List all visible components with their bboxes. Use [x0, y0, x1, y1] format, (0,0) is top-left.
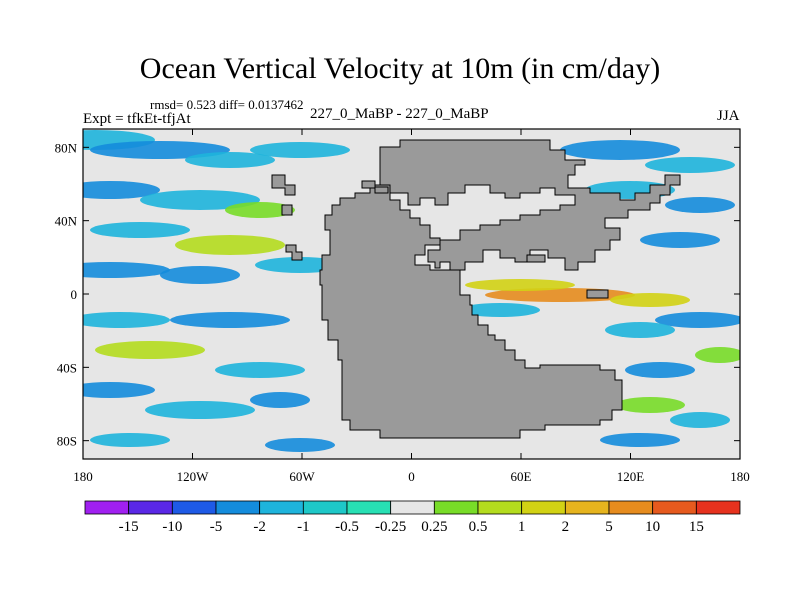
- colorbar-level-label: 2: [562, 519, 570, 535]
- experiment-label: Expt = tfkEt-tfjAt: [83, 111, 191, 127]
- anomaly-patch: [170, 312, 290, 328]
- anomaly-patch: [460, 303, 540, 317]
- y-axis: 80N 40N 0 40S 80S: [55, 140, 740, 449]
- colorbar-swatch: [608, 500, 654, 515]
- island-west-3: [285, 244, 303, 261]
- colorbar-level-label: -1: [297, 519, 310, 535]
- supercontinent-landmass: [319, 139, 681, 439]
- anomaly-patch: [185, 152, 275, 168]
- colorbar-level-label: 5: [605, 519, 613, 535]
- y-tick-label: 80N: [55, 140, 78, 155]
- colorbar-swatch: [521, 500, 566, 515]
- anomaly-field: [83, 130, 740, 452]
- anomaly-patch: [670, 412, 730, 428]
- colorbar-swatch: [346, 500, 392, 515]
- colorbar-swatch: [477, 500, 523, 515]
- colorbar-level-label: -5: [210, 519, 223, 535]
- colorbar-swatch: [433, 500, 479, 515]
- anomaly-patch: [615, 397, 685, 413]
- colorbar-level-label: 15: [689, 519, 704, 535]
- colorbar-swatch: [564, 500, 610, 515]
- anomaly-patch: [83, 382, 155, 398]
- colorbar-swatch: [128, 500, 173, 515]
- anomaly-patch: [225, 202, 295, 218]
- anomaly-patch: [560, 140, 680, 160]
- anomaly-patch: [625, 362, 695, 378]
- anomaly-patch: [160, 266, 240, 284]
- anomaly-patch: [640, 232, 720, 248]
- anomaly-patch: [90, 433, 170, 447]
- anomaly-patch: [83, 312, 170, 328]
- colorbar-level-label: -10: [162, 519, 182, 535]
- y-tick-label: 40S: [57, 360, 77, 375]
- colorbar-level-label: -15: [119, 519, 139, 535]
- anomaly-patch: [83, 181, 160, 199]
- colorbar-swatch: [652, 500, 697, 515]
- anomaly-patch: [250, 142, 350, 158]
- colorbar-level-label: 10: [645, 519, 660, 535]
- x-tick-label: 180: [730, 469, 750, 484]
- x-tick-label: 120E: [617, 469, 645, 484]
- colorbar-swatch: [215, 500, 261, 515]
- anomaly-patch: [600, 433, 680, 447]
- anomaly-patch: [215, 362, 305, 378]
- anomaly-patch: [695, 347, 740, 363]
- anomaly-patch: [90, 222, 190, 238]
- colorbar-swatch: [302, 500, 348, 515]
- island-equator: [586, 289, 609, 299]
- colorbar-level-label: 0.5: [469, 519, 488, 535]
- island-east: [526, 254, 546, 263]
- colorbar-swatch: [171, 500, 217, 515]
- anomaly-patch: [83, 262, 170, 278]
- anomaly-patch: [175, 235, 285, 255]
- anomaly-patch: [645, 157, 735, 173]
- x-tick-label: 120W: [177, 469, 210, 484]
- x-tick-label: 60W: [289, 469, 315, 484]
- island-north: [361, 180, 389, 194]
- period-label: 227_0_MaBP - 227_0_MaBP: [310, 106, 489, 122]
- anomaly-patch: [95, 341, 205, 359]
- anomaly-patch: [610, 293, 690, 307]
- colorbar-swatch: [259, 500, 304, 515]
- anomaly-patch: [655, 312, 740, 328]
- anomaly-patch: [90, 141, 230, 159]
- anomaly-patch: [665, 197, 735, 213]
- y-tick-label: 0: [71, 287, 78, 302]
- island-west-2: [281, 204, 293, 216]
- anomaly-patch: [140, 190, 260, 210]
- chart-title: Ocean Vertical Velocity at 10m (in cm/da…: [139, 52, 661, 85]
- y-tick-label: 40N: [55, 214, 78, 229]
- colorbar-level-label: -0.25: [375, 519, 406, 535]
- colorbar: -15 -10 -5 -2 -1 -0.5 -0.25 0.25 0.5 1 2 5 10 15: [84, 500, 741, 535]
- colorbar-swatch: [390, 500, 435, 515]
- colorbar-level-label: 1: [518, 519, 526, 535]
- colorbar-level-label: 0.25: [421, 519, 447, 535]
- land-mask: [271, 139, 681, 439]
- x-axis: 180 120W 60W 0 60E 120E 180: [73, 129, 750, 484]
- anomaly-patch: [145, 401, 255, 419]
- anomaly-patch: [250, 392, 310, 408]
- x-tick-label: 60E: [511, 469, 532, 484]
- anomaly-patch: [605, 322, 675, 338]
- anomaly-patch: [265, 438, 335, 452]
- season-label: JJA: [717, 108, 740, 124]
- y-tick-label: 80S: [57, 434, 77, 449]
- stats-label: rmsd= 0.523 diff= 0.0137462: [150, 97, 304, 112]
- x-tick-label: 0: [408, 469, 415, 484]
- colorbar-swatch: [84, 500, 130, 515]
- x-tick-label: 180: [73, 469, 93, 484]
- anomaly-patch: [465, 279, 575, 291]
- island-west-1: [271, 174, 296, 196]
- colorbar-level-label: -2: [253, 519, 266, 535]
- colorbar-swatch: [695, 500, 741, 515]
- colorbar-level-label: -0.5: [335, 519, 359, 535]
